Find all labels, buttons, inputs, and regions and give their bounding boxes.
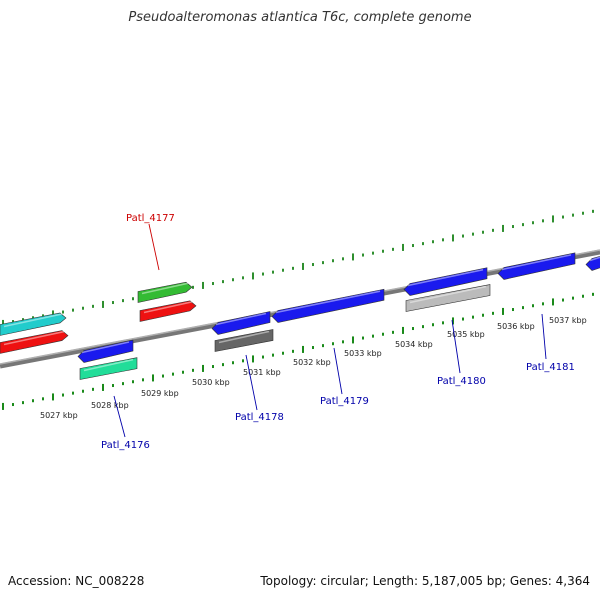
gene-label-leader [541, 313, 547, 360]
gene-feature-highlight [3, 313, 63, 328]
kbp-label: 5028 kbp [91, 401, 129, 410]
kbp-label: 5029 kbp [141, 389, 179, 398]
gene-feature-highlight [3, 330, 65, 346]
gene-label-leader [245, 354, 258, 411]
kbp-label: 5037 kbp [549, 316, 587, 325]
gene-feature [211, 311, 271, 335]
gene-feature [271, 288, 385, 323]
gene-label-leader [113, 395, 126, 438]
gene-feature [77, 339, 134, 363]
gene-label-leader [333, 347, 343, 395]
gene-feature-highlight [501, 254, 572, 271]
kbp-labels: 5027 kbp 5028 kbp 5029 kbp 5030 kbp 5031 kbp… [40, 316, 587, 420]
accession-label: Accession: NC_008228 [8, 574, 145, 588]
gene-feature-highlight [218, 330, 270, 344]
forward-strand-ticks [2, 209, 594, 327]
gene-label: Patl_4176 [101, 440, 150, 451]
gene-features [0, 252, 600, 380]
kbp-label: 5035 kbp [447, 330, 485, 339]
gene-feature [139, 300, 197, 322]
kbp-label: 5032 kbp [293, 358, 331, 367]
gene-feature [0, 330, 69, 354]
gene-feature-highlight [83, 358, 134, 372]
gene-feature [214, 329, 274, 352]
gene-feature-highlight [215, 312, 267, 326]
gene-label: Patl_4180 [437, 376, 486, 387]
gene-label-leader [148, 223, 160, 271]
gene-feature-highlight [141, 282, 189, 295]
kbp-label: 5033 kbp [344, 349, 382, 358]
gene-feature [137, 281, 193, 303]
gene-feature [585, 256, 600, 271]
gene-label: Patl_4181 [526, 362, 575, 373]
gene-feature [497, 252, 576, 280]
gene-feature-highlight [407, 268, 484, 287]
reverse-strand-ticks [2, 292, 594, 410]
gene-feature [79, 357, 138, 380]
gene-feature [0, 312, 67, 336]
gene-labels: Patl_4176 Patl_4177 Patl_4178 Patl_4179 Patl… [101, 213, 575, 451]
gene-feature-highlight [589, 256, 600, 262]
map-title: Pseudoalteromonas atlantica T6c, complet… [128, 10, 472, 25]
kbp-label: 5031 kbp [243, 368, 281, 377]
kbp-label: 5034 kbp [395, 340, 433, 349]
gene-label: Patl_4179 [320, 396, 369, 407]
kbp-label: 5027 kbp [40, 411, 78, 420]
kbp-label: 5036 kbp [497, 322, 535, 331]
gene-feature-highlight [81, 341, 130, 354]
gene-label: Patl_4177 [126, 213, 175, 224]
gene-feature [403, 267, 488, 296]
gene-feature-highlight [275, 290, 381, 314]
gene-feature-highlight [409, 285, 487, 304]
kbp-label: 5030 kbp [192, 378, 230, 387]
gene-feature [405, 284, 491, 312]
gene-label-leader [451, 319, 461, 374]
gene-label: Patl_4178 [235, 412, 284, 423]
genome-summary: Topology: circular; Length: 5,187,005 bp… [260, 574, 590, 588]
gene-feature-highlight [143, 301, 193, 314]
